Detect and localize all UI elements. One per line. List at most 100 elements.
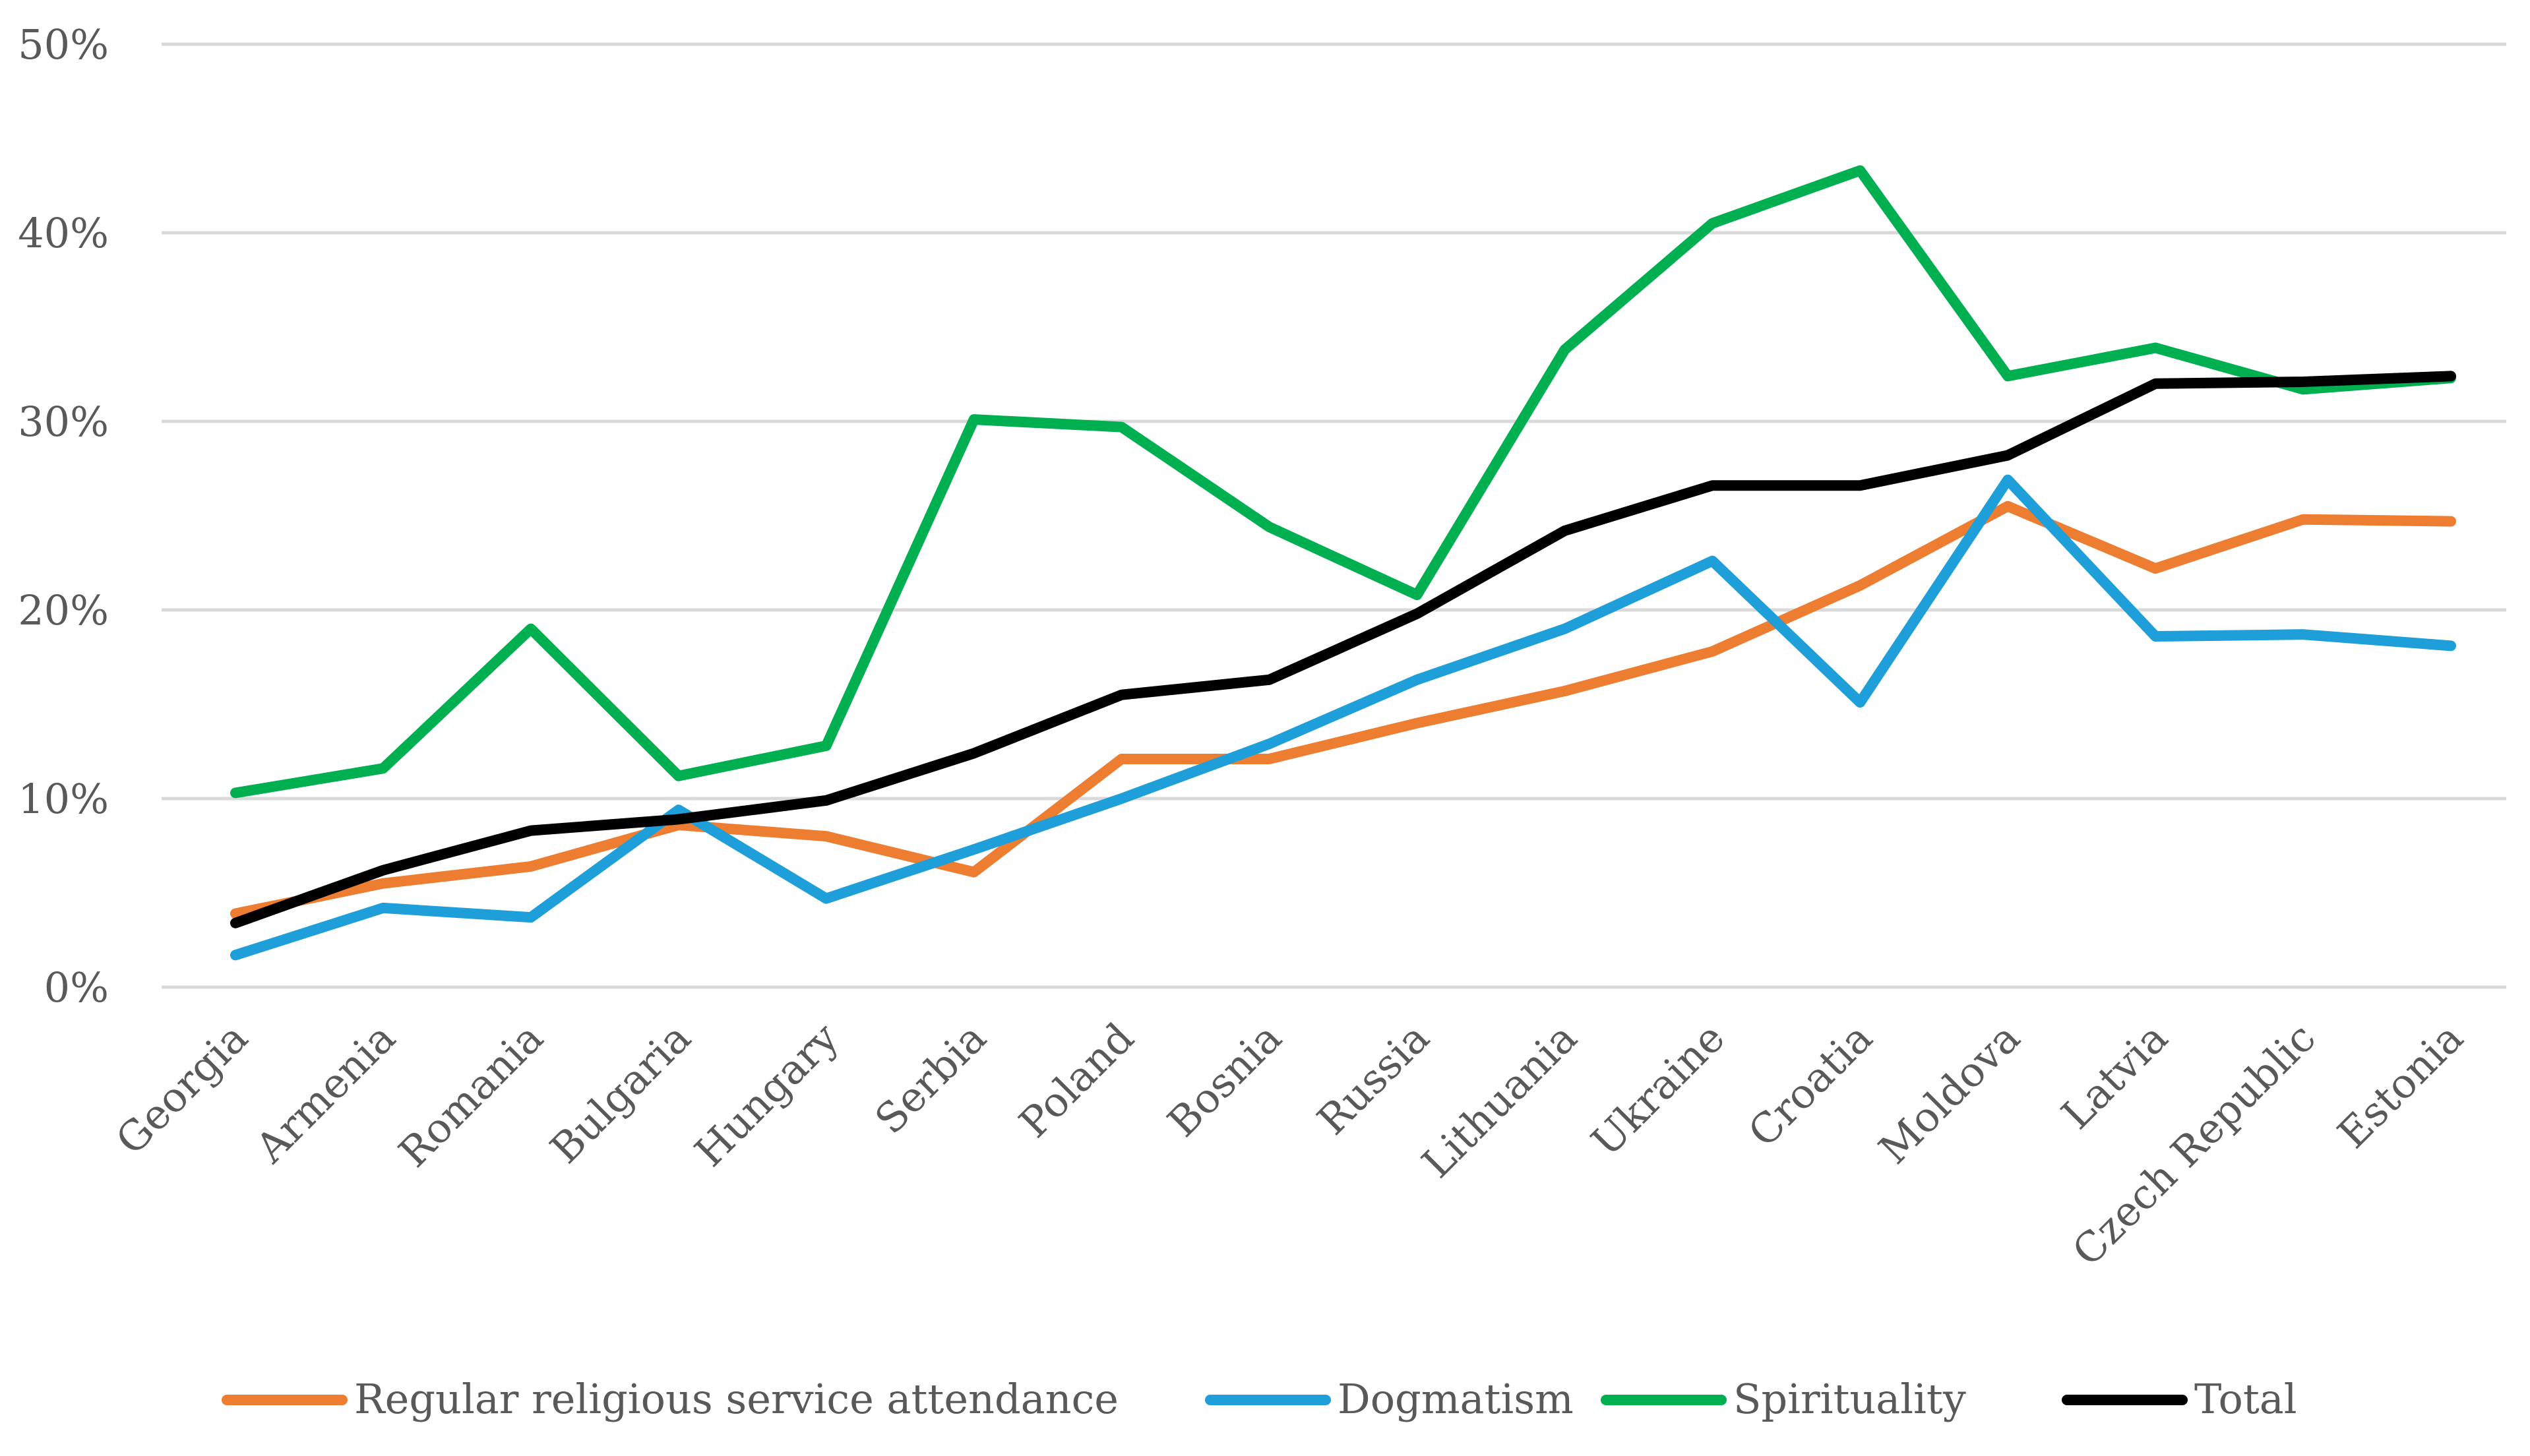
data-point: [2151, 564, 2160, 573]
series-total: [230, 371, 2456, 928]
data-point: [822, 894, 830, 903]
data-point: [1413, 609, 1421, 618]
legend-label: Total: [2194, 1375, 2297, 1423]
data-point: [1560, 526, 1569, 535]
data-point: [231, 951, 239, 959]
data-point: [526, 826, 535, 835]
x-tick-label: Czech Republic: [2063, 1014, 2325, 1275]
legend: Regular religious service attendance Dogm…: [222, 1375, 2297, 1423]
x-tick-label: Estonia: [2328, 1014, 2473, 1158]
data-point: [1708, 557, 1717, 565]
x-tick-label: Bosnia: [1158, 1014, 1291, 1146]
data-point: [231, 789, 239, 797]
data-point: [2151, 632, 2160, 641]
x-tick-label: Latvia: [2052, 1014, 2176, 1138]
data-point: [1117, 795, 1126, 803]
data-point: [970, 415, 978, 424]
data-point: [2299, 630, 2308, 639]
y-tick-label: 30%: [18, 398, 109, 446]
data-point: [1856, 481, 1865, 490]
data-point: [231, 909, 239, 918]
data-point: [1560, 346, 1569, 354]
x-tick-label: Russia: [1308, 1014, 1438, 1144]
data-point: [2004, 502, 2012, 510]
data-point: [1265, 523, 1274, 531]
data-point: [1117, 690, 1126, 699]
data-point: [2151, 344, 2160, 352]
data-point: [2299, 377, 2308, 386]
x-tick-label: Armenia: [246, 1014, 405, 1172]
y-tick-label: 10%: [18, 775, 109, 823]
data-point: [379, 879, 387, 888]
data-point: [2447, 517, 2455, 526]
data-point: [674, 806, 683, 814]
data-point: [231, 919, 239, 927]
data-point: [526, 862, 535, 870]
data-point: [1560, 624, 1569, 633]
legend-item: Spirituality: [1601, 1375, 1966, 1423]
x-tick-label: Serbia: [865, 1014, 995, 1143]
data-point: [1856, 166, 1865, 175]
data-point: [822, 832, 830, 841]
series-lines: [230, 165, 2456, 961]
data-point: [2004, 475, 2012, 484]
data-point: [379, 764, 387, 773]
data-point: [2299, 515, 2308, 524]
series-spirituality: [230, 165, 2456, 799]
data-point: [822, 741, 830, 750]
x-tick-label: Moldova: [1870, 1014, 2029, 1173]
data-point: [2151, 379, 2160, 388]
data-point: [1265, 675, 1274, 684]
data-point: [970, 749, 978, 758]
data-point: [2447, 372, 2455, 380]
data-point: [1708, 481, 1717, 490]
data-point: [1856, 581, 1865, 590]
y-tick-label: 20%: [18, 586, 109, 634]
x-tick-label: Hungary: [685, 1014, 848, 1176]
data-point: [1413, 675, 1421, 684]
data-point: [1265, 740, 1274, 748]
x-tick-label: Poland: [1010, 1014, 1143, 1147]
series-line: [230, 371, 2456, 928]
data-point: [1265, 754, 1274, 763]
data-point: [1708, 219, 1717, 228]
x-tick-label: Georgia: [106, 1014, 257, 1164]
y-axis-ticks: 0% 10% 20% 30% 40% 50%: [18, 20, 109, 1012]
data-point: [1560, 686, 1569, 695]
data-point: [2299, 385, 2308, 394]
data-point: [1708, 647, 1717, 655]
data-point: [970, 845, 978, 854]
data-point: [970, 868, 978, 876]
x-tick-label: Lithuania: [1413, 1014, 1586, 1187]
legend-label: Regular religious service attendance: [354, 1375, 1119, 1423]
data-point: [1117, 423, 1126, 431]
data-point: [674, 815, 683, 824]
legend-item: Regular religious service attendance: [222, 1375, 1119, 1423]
legend-item: Dogmatism: [1205, 1375, 1574, 1423]
series-line: [230, 165, 2456, 799]
data-point: [2447, 642, 2455, 650]
data-point: [379, 903, 387, 912]
data-point: [2004, 451, 2012, 460]
data-point: [1117, 754, 1126, 763]
data-point: [1856, 698, 1865, 707]
data-point: [2004, 372, 2012, 380]
x-tick-label: Romania: [389, 1014, 552, 1176]
series-line: [230, 501, 2456, 919]
x-tick-label: Bulgaria: [541, 1014, 700, 1172]
data-point: [526, 624, 535, 633]
y-tick-label: 40%: [18, 209, 109, 257]
x-tick-label: Ukraine: [1582, 1014, 1734, 1165]
legend-label: Spirituality: [1733, 1375, 1966, 1423]
data-point: [822, 796, 830, 804]
y-tick-label: 0%: [44, 963, 109, 1012]
y-tick-label: 50%: [18, 20, 109, 69]
data-point: [674, 772, 683, 780]
series-dogmatism: [230, 474, 2456, 961]
gridlines: [162, 42, 2506, 989]
series-line: [230, 474, 2456, 961]
legend-item: Total: [2062, 1375, 2297, 1423]
legend-label: Dogmatism: [1338, 1375, 1574, 1423]
